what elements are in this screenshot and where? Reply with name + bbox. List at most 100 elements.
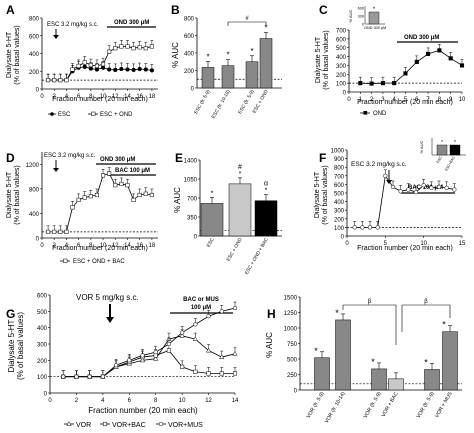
panel-A-esc-ond-point bbox=[82, 60, 87, 65]
panel-G-vor-mus-point bbox=[140, 353, 145, 358]
panel-C-inset-tick-label: 300 bbox=[358, 15, 364, 19]
panel-H-y-tick-label: 250 bbox=[287, 373, 298, 379]
panel-A-legend-esc-ond: ESC + OND bbox=[100, 112, 133, 118]
panel-D-esc-ond-bac-point bbox=[82, 195, 87, 200]
panel-H-bar bbox=[388, 378, 404, 391]
panel-G-vor-mus-point bbox=[113, 363, 119, 368]
legend-marker bbox=[91, 111, 96, 116]
panel-F-inset-category: ESC+BAC bbox=[444, 155, 456, 172]
panel-G-vor-mus-point bbox=[232, 305, 238, 311]
panel-C-inset-bar bbox=[368, 11, 380, 25]
panel-D-x-tick-label: 4 bbox=[65, 243, 69, 249]
panel-E-y-tick-label: 1050 bbox=[184, 178, 198, 184]
panel-C-y-tick-label: 400 bbox=[336, 55, 347, 61]
panel-H-y-tick-label: 1000 bbox=[284, 327, 298, 333]
panel-G-injection-label: VOR 5 mg/kg s.c. bbox=[76, 293, 139, 302]
panel-D-esc-ond-bac-point bbox=[64, 229, 69, 234]
panel-A-esc-ond-point bbox=[113, 46, 118, 51]
panel-C-y-label: (% of basal values) bbox=[323, 30, 330, 90]
panel-F-injection-arrowhead bbox=[386, 180, 392, 184]
panel-F-series-line bbox=[354, 174, 455, 228]
panel-F-series-point bbox=[383, 173, 388, 178]
panel-B-y-tick-label: 400 bbox=[184, 52, 195, 58]
panel-A-esc-ond-point bbox=[101, 62, 106, 67]
panel-D-y-tick-label: 400 bbox=[29, 212, 40, 218]
panel-D-esc-ond-bac-point bbox=[137, 192, 142, 198]
panel-F-x-tick-label: 0 bbox=[345, 241, 349, 247]
panel-H-category: VOR (fr. 10-14) bbox=[324, 391, 347, 425]
panel-F-series-point bbox=[436, 184, 442, 190]
panel-A-esc-ond-point bbox=[76, 63, 81, 68]
panel-B-y-tick-label: 200 bbox=[184, 69, 195, 75]
panel-G-vor-mus-point bbox=[74, 374, 79, 379]
panel-H-star: * bbox=[335, 308, 339, 318]
panel-A-x-tick-label: 2 bbox=[53, 94, 57, 100]
panel-G-vor-mus-point bbox=[127, 358, 132, 363]
panel-label-B: B bbox=[171, 3, 180, 17]
panel-B-bracket-label: # bbox=[245, 16, 249, 22]
panel-G-vor-point bbox=[232, 350, 238, 356]
panel-G-vor-mus-point bbox=[153, 350, 158, 355]
panel-H-y-tick-label: 500 bbox=[287, 358, 298, 364]
panel-A-x-label: Fraction number (20 min each) bbox=[52, 96, 148, 103]
panel-D-x-label: Fraction number (20 min each) bbox=[52, 245, 148, 252]
panel-B-bar bbox=[245, 61, 259, 89]
panel-A-esc-ond-point bbox=[52, 78, 57, 83]
panel-label-C: C bbox=[319, 3, 328, 17]
panel-E-bar bbox=[200, 203, 224, 237]
panel-G-y-label: Dialysate 5-HT bbox=[7, 319, 16, 372]
panel-G-vor-point bbox=[192, 336, 198, 341]
panel-D-esc-ond-bac-point bbox=[113, 183, 118, 188]
panel-G-vor-point bbox=[179, 332, 185, 338]
panel-G-vor-point bbox=[153, 355, 159, 361]
panel-D-esc-ond-bac-point bbox=[149, 192, 154, 198]
panel-A-esc-point bbox=[100, 65, 106, 70]
panel-G-vor-mus-line bbox=[63, 307, 236, 378]
panel-F-y-tick-label: 0 bbox=[341, 235, 345, 241]
panel-D-y-tick-label: 1200 bbox=[26, 163, 40, 169]
panel-C-inset-y-label: % AUC bbox=[348, 9, 353, 22]
panel-C-inset-x-label: OND 300 μM bbox=[364, 26, 386, 30]
panel-C-ond-point bbox=[437, 48, 442, 53]
panel-C-x-tick-label: 10 bbox=[459, 97, 466, 103]
panel-A-esc-ond-point bbox=[137, 45, 142, 50]
panel-C-inset-tick-label: 0 bbox=[362, 23, 364, 27]
panel-F-inset-category: ESC bbox=[436, 155, 443, 164]
panel-C-y-tick-label: 500 bbox=[336, 46, 347, 52]
panel-F-inset-star: * bbox=[454, 140, 456, 146]
panel-A-treatment-label: OND 300 μM bbox=[114, 20, 149, 26]
panel-D-esc-ond-bac-point bbox=[131, 197, 136, 202]
panel-A-esc-ond-point bbox=[143, 46, 148, 51]
panel-G-treatment-label: BAC or MUS bbox=[183, 297, 219, 303]
panel-H-category: VOR (fr. 5-9) bbox=[416, 391, 436, 420]
panel-label-H: H bbox=[267, 307, 276, 321]
panel-label-F: F bbox=[319, 151, 326, 165]
panel-E-bar bbox=[254, 200, 278, 237]
panel-E-bar bbox=[228, 183, 252, 237]
panel-G-legend-vor-mus: VOR+MUS bbox=[168, 422, 203, 429]
panel-C-x-tick-label: 8 bbox=[438, 97, 442, 103]
panel-C-x-tick-label: 0 bbox=[347, 97, 351, 103]
panel-C-y-tick-label: 200 bbox=[336, 73, 347, 79]
panel-D-y-label: (% of basal values) bbox=[14, 165, 21, 225]
panel-H-star: * bbox=[314, 346, 318, 356]
panel-label-A: A bbox=[6, 3, 15, 17]
panel-B-category: ESC (fr. 10-18) bbox=[211, 89, 232, 120]
panel-F-y-tick-label: 800 bbox=[334, 166, 345, 172]
panel-G-x-tick-label: 12 bbox=[205, 398, 212, 404]
panel-G-vor-bac-point bbox=[166, 348, 171, 353]
panel-F-y-tick-label: 900 bbox=[334, 157, 345, 163]
panel-G-x-tick-label: 4 bbox=[101, 398, 105, 404]
panel-F-series-point bbox=[352, 225, 357, 230]
panel-F-series-point bbox=[406, 187, 411, 192]
panel-G-vor-mus-point bbox=[206, 314, 211, 319]
panel-G-vor-bac-point bbox=[206, 371, 211, 376]
panel-H-star: * bbox=[442, 320, 446, 330]
panel-F-series-point bbox=[452, 187, 457, 192]
legend-marker bbox=[158, 421, 164, 427]
panel-A-esc-point bbox=[143, 67, 148, 72]
panel-D-esc-ond-bac-point bbox=[125, 183, 130, 188]
panel-D-injection-label: ESC 3.2 mg/kg s.c. bbox=[44, 153, 96, 159]
panel-G-y-label: (% of basal values) bbox=[16, 312, 25, 380]
